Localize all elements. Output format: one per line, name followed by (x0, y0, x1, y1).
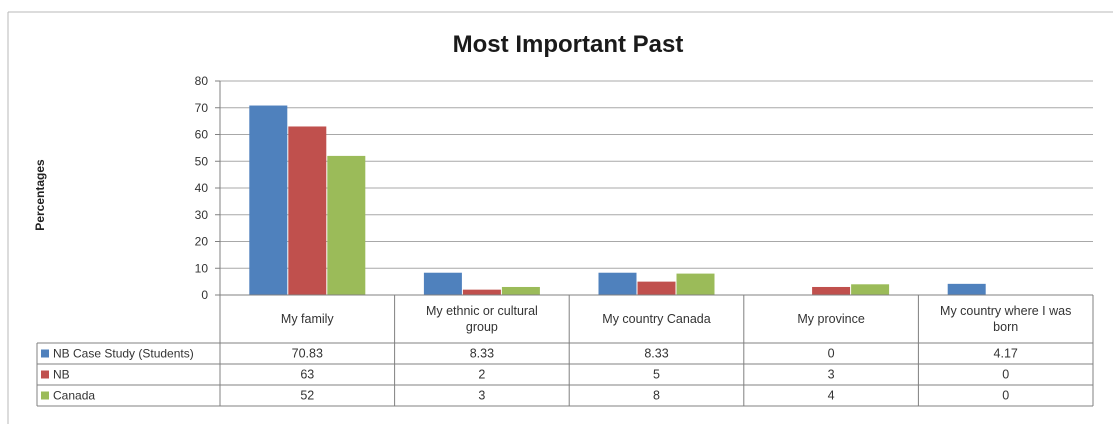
y-tick-label: 70 (195, 101, 209, 115)
data-label: 5 (653, 368, 660, 382)
data-label: 63 (300, 368, 314, 382)
data-label: 2 (478, 368, 485, 382)
bar (812, 286, 851, 295)
y-tick-label: 50 (195, 154, 209, 168)
category-label: My family (281, 312, 335, 326)
bar (249, 105, 288, 295)
y-tick-label: 30 (195, 208, 209, 222)
bar (327, 155, 366, 295)
data-label: 3 (828, 368, 835, 382)
category-label: My country where I was (940, 304, 1071, 318)
data-label: 8 (653, 389, 660, 403)
y-tick-label: 80 (195, 74, 209, 88)
bar (501, 286, 540, 295)
legend-label: Canada (53, 389, 95, 403)
y-tick-label: 0 (201, 288, 208, 302)
bar (851, 284, 890, 295)
bar (637, 281, 676, 295)
data-table: My family My ethnic or cultural group My co… (36, 295, 1094, 407)
y-tick-label: 10 (195, 261, 209, 275)
data-label: 52 (300, 389, 314, 403)
y-tick-label: 60 (195, 128, 209, 142)
y-tick-label: 20 (195, 235, 209, 249)
category-label: born (993, 320, 1018, 334)
bar (423, 272, 462, 295)
y-tick-label: 40 (195, 181, 209, 195)
gridlines (220, 80, 1093, 269)
data-label: 8.33 (470, 347, 494, 361)
category-label: group (466, 320, 498, 334)
bar (462, 289, 501, 295)
bar (288, 126, 327, 295)
data-label: 70.83 (292, 347, 323, 361)
data-label: 8.33 (644, 347, 668, 361)
category-label: My ethnic or cultural (426, 304, 538, 318)
legend-label: NB Case Study (Students) (53, 347, 194, 361)
data-label: 4 (828, 389, 835, 403)
bar (676, 273, 715, 295)
category-label: My country Canada (602, 312, 710, 326)
data-label: 0 (1002, 389, 1009, 403)
axes (219, 81, 1093, 296)
bar (598, 272, 637, 295)
data-label: 0 (828, 347, 835, 361)
data-label: 3 (478, 389, 485, 403)
y-axis-ticks: 0 10 20 30 40 50 60 70 80 (195, 74, 220, 302)
data-label: 4.17 (994, 347, 1018, 361)
category-label: My province (797, 312, 864, 326)
legend-key (41, 391, 49, 400)
bar (947, 283, 986, 295)
bars (249, 105, 986, 295)
legend-key (41, 349, 49, 358)
data-label: 0 (1002, 368, 1009, 382)
chart-title: Most Important Past (453, 31, 684, 58)
legend-label: NB (53, 368, 70, 382)
y-axis-label: Percentages (33, 159, 47, 231)
legend-key (41, 370, 49, 379)
